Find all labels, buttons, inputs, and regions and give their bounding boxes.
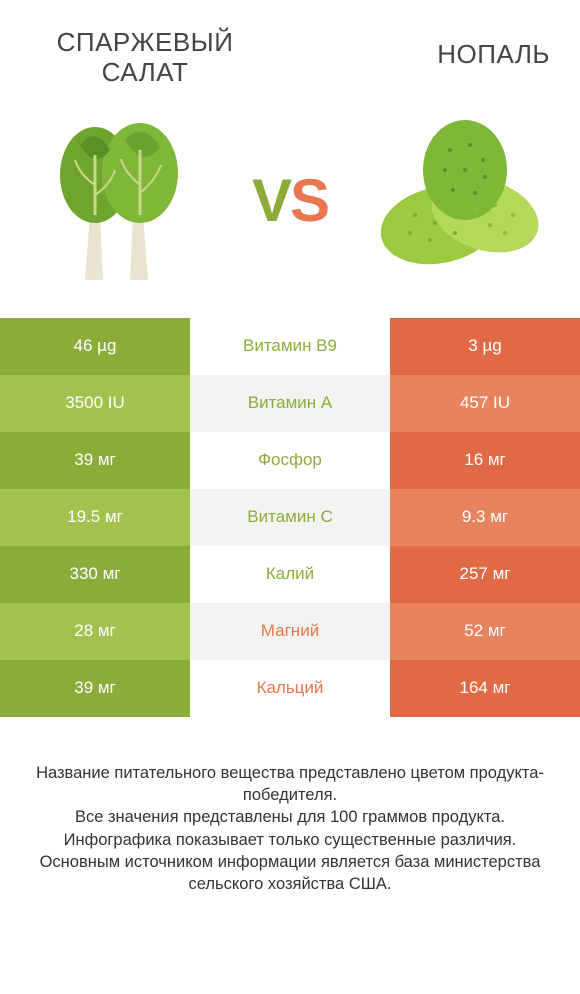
nutrient-name: Магний	[190, 603, 390, 660]
table-row: 19.5 мгВитамин C9.3 мг	[0, 489, 580, 546]
table-row: 330 мгКалий257 мг	[0, 546, 580, 603]
food-image-right	[370, 115, 550, 285]
value-right: 3 µg	[390, 318, 580, 375]
value-left: 28 мг	[0, 603, 190, 660]
table-row: 28 мгМагний52 мг	[0, 603, 580, 660]
value-right: 164 мг	[390, 660, 580, 717]
value-left: 3500 IU	[0, 375, 190, 432]
table-row: 46 µgВитамин B93 µg	[0, 318, 580, 375]
vs-v: V	[252, 167, 290, 234]
header: СПАРЖЕВЫЙ САЛАТ НОПАЛЬ	[0, 0, 580, 98]
footer-line: Основным источником информации является …	[30, 851, 550, 896]
nutrient-name: Фосфор	[190, 432, 390, 489]
nutrient-table: 46 µgВитамин B93 µg3500 IUВитамин A457 I…	[0, 318, 580, 717]
value-right: 457 IU	[390, 375, 580, 432]
images-row: VS	[0, 98, 580, 318]
footer-line: Название питательного вещества представл…	[30, 762, 550, 807]
value-left: 39 мг	[0, 660, 190, 717]
vs-label: VS	[252, 166, 328, 235]
table-row: 39 мгФосфор16 мг	[0, 432, 580, 489]
table-row: 3500 IUВитамин A457 IU	[0, 375, 580, 432]
title-right: НОПАЛЬ	[350, 28, 550, 70]
value-right: 52 мг	[390, 603, 580, 660]
value-right: 9.3 мг	[390, 489, 580, 546]
food-image-left	[30, 115, 210, 285]
table-row: 39 мгКальций164 мг	[0, 660, 580, 717]
nutrient-name: Калий	[190, 546, 390, 603]
footer-note: Название питательного вещества представл…	[0, 717, 580, 896]
value-left: 330 мг	[0, 546, 190, 603]
title-left: СПАРЖЕВЫЙ САЛАТ	[30, 28, 260, 88]
nutrient-name: Витамин C	[190, 489, 390, 546]
vs-s: S	[290, 167, 328, 234]
value-right: 257 мг	[390, 546, 580, 603]
value-left: 19.5 мг	[0, 489, 190, 546]
footer-line: Инфографика показывает только существенн…	[30, 829, 550, 851]
nutrient-name: Витамин B9	[190, 318, 390, 375]
value-left: 39 мг	[0, 432, 190, 489]
nutrient-name: Кальций	[190, 660, 390, 717]
value-left: 46 µg	[0, 318, 190, 375]
value-right: 16 мг	[390, 432, 580, 489]
nutrient-name: Витамин A	[190, 375, 390, 432]
footer-line: Все значения представлены для 100 граммо…	[30, 806, 550, 828]
